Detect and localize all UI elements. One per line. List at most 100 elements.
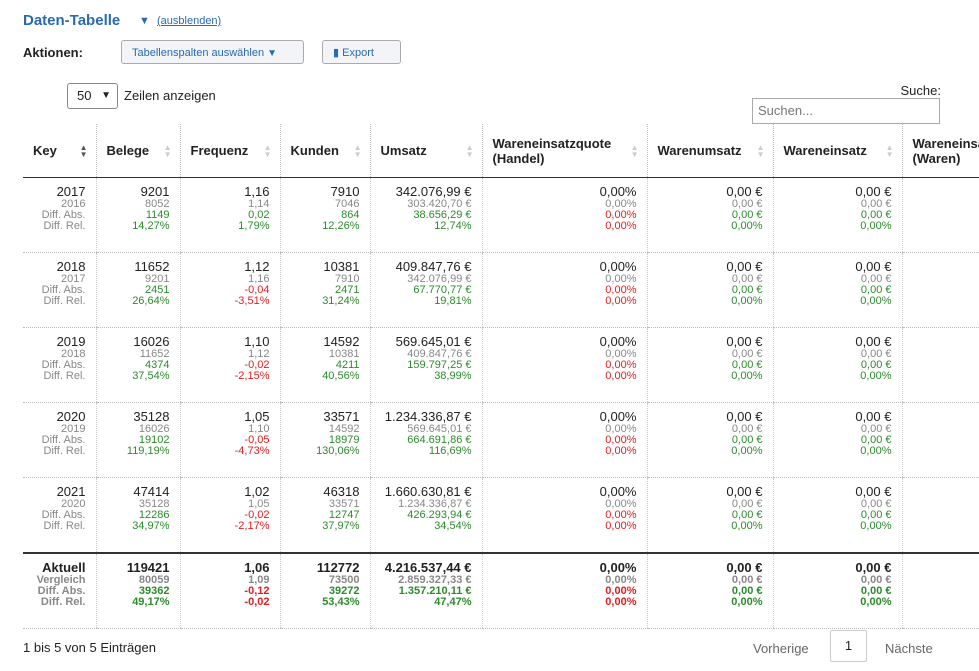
key-cell: 2019 2018 Diff. Abs. Diff. Rel.: [23, 327, 96, 403]
toggle-link[interactable]: (ausblenden): [157, 15, 222, 27]
column-header[interactable]: Belege ▲ ▼: [95, 124, 180, 178]
column-header[interactable]: Key ▲ ▼: [23, 124, 96, 178]
value-cell: 1,02 1,05 -0,02 -2,17%: [179, 477, 280, 554]
cell-line: 0,00%: [605, 370, 637, 382]
value-cell: 0,00 €0,00 €0,00 €0,00%: [646, 477, 773, 554]
key-cell: 2018 2017 Diff. Abs. Diff. Rel.: [23, 252, 96, 328]
cell-line: -3,51%: [234, 295, 270, 307]
toggle-icon[interactable]: ▼: [139, 15, 150, 27]
cell-line: -0,02: [244, 596, 270, 608]
cell-line: 0,00%: [605, 359, 637, 371]
column-header[interactable]: Wareneinsatzquote (Waren): [901, 124, 979, 178]
next-button[interactable]: Nächste: [885, 641, 933, 656]
cell-line: 426.293,94 €: [407, 509, 472, 521]
search-input[interactable]: Suchen...: [752, 98, 940, 124]
sort-icon: ▲ ▼: [163, 143, 172, 159]
value-cell: 342.076,99 €303.420,70 €38.656,29 €12,74…: [369, 177, 482, 253]
value-cell: 569.645,01 €409.847,76 €159.797,25 €38,9…: [369, 327, 482, 403]
column-header[interactable]: Frequenz ▲ ▼: [179, 124, 280, 178]
cell-line: 0,00 €: [860, 198, 892, 210]
cell-line: 2018: [56, 259, 86, 274]
column-header[interactable]: Kunden ▲ ▼: [279, 124, 370, 178]
table-row: 2018 2017 Diff. Abs. Diff. Rel. 11652 9201 245…: [23, 252, 979, 328]
cell-line: 53,43%: [322, 596, 360, 608]
cell-line: 2471: [335, 284, 360, 296]
cell-line: Aktuell: [42, 560, 86, 575]
value-cell: 1.660.630,81 €1.234.336,87 €426.293,94 €…: [369, 477, 482, 554]
cell-line: -0,12: [244, 585, 270, 597]
cell-line: 0,00%: [605, 509, 637, 521]
value-cell: 0,00% 0,00% 0,00% 0,00%: [481, 477, 647, 554]
cell-line: 342.076,99 €: [407, 273, 472, 285]
column-header[interactable]: Wareneinsatz ▲ ▼: [772, 124, 902, 178]
cell-line: 0,00 €: [731, 509, 763, 521]
value-cell: [901, 177, 979, 253]
cell-line: 116,69%: [428, 445, 472, 457]
column-header[interactable]: Wareneinsatzquote (Handel) ▲ ▼: [481, 124, 647, 178]
cell-line: 1.234.336,87 €: [384, 409, 472, 424]
cell-line: 0,00%: [731, 445, 763, 457]
cell-line: -0,02: [244, 359, 270, 371]
cell-line: 0,00%: [599, 409, 637, 424]
cell-line: 864: [341, 209, 360, 221]
column-header[interactable]: Warenumsatz ▲ ▼: [646, 124, 773, 178]
value-cell: 0,00 €0,00 €0,00 €0,00%: [772, 177, 902, 253]
value-cell: [901, 327, 979, 403]
cell-line: 33571: [328, 498, 360, 510]
cell-line: 11652: [139, 348, 170, 360]
export-button[interactable]: ▮ Export: [322, 40, 401, 64]
cell-line: -0,02: [244, 509, 270, 521]
cell-line: 0,00%: [605, 209, 637, 221]
cell-line: 119421: [126, 560, 170, 575]
cell-line: 0,00%: [599, 259, 637, 274]
cell-line: 0,00%: [605, 273, 637, 285]
length-select[interactable]: 50 ▼: [67, 83, 118, 109]
sort-icon: ▲ ▼: [465, 143, 474, 159]
cell-line: 34,97%: [132, 520, 170, 532]
cell-line: 1,79%: [238, 220, 270, 232]
value-cell: 1,12 1,16 -0,04 -3,51%: [179, 252, 280, 328]
value-cell: 0,00% 0,00% 0,00% 0,00%: [481, 252, 647, 328]
sort-icon: ▲ ▼: [353, 143, 362, 159]
cell-line: 0,00 €: [731, 498, 763, 510]
cell-line: Diff. Abs.: [41, 509, 86, 521]
cell-line: 0,00%: [605, 220, 637, 232]
cell-line: 19102: [138, 434, 170, 446]
cell-line: 0,00 €: [860, 585, 892, 597]
cell-line: 0,00%: [731, 220, 763, 232]
cell-line: 10381: [328, 348, 360, 360]
column-header[interactable]: Umsatz ▲ ▼: [369, 124, 482, 178]
previous-button[interactable]: Vorherige: [753, 641, 809, 656]
cell-line: 0,00 €: [731, 423, 763, 435]
cell-line: 4.216.537,44 €: [384, 560, 472, 575]
cell-line: 34,54%: [434, 520, 472, 532]
cell-line: -2,17%: [234, 520, 270, 532]
cell-line: 47,47%: [434, 596, 472, 608]
cell-line: 342.076,99 €: [395, 184, 472, 199]
cell-line: 0,00 €: [731, 585, 763, 597]
cell-line: 0,00 €: [860, 509, 892, 521]
cell-line: 0,02: [248, 209, 270, 221]
column-title: Belege: [106, 143, 150, 158]
value-cell: 0,00 €0,00 €0,00 €0,00%: [772, 327, 902, 403]
cell-line: Diff. Abs.: [41, 209, 86, 221]
column-title: Kunden: [290, 143, 339, 158]
cell-line: 0,00%: [860, 370, 892, 382]
length-value: 50: [77, 88, 92, 103]
cell-line: 119,19%: [126, 445, 170, 457]
cell-line: 0,00 €: [860, 434, 892, 446]
page-button[interactable]: 1: [830, 630, 867, 662]
columns-button[interactable]: Tabellenspalten auswählen ▼: [121, 40, 304, 64]
cell-line: 14,27%: [132, 220, 170, 232]
cell-line: 9201: [145, 273, 170, 285]
cell-line: 0,00%: [860, 445, 892, 457]
value-cell: 7910 7046 864 12,26%: [279, 177, 370, 253]
value-cell: 1,10 1,12 -0,02 -2,15%: [179, 327, 280, 403]
cell-line: 0,00%: [605, 295, 637, 307]
cell-line: 1,10: [248, 423, 270, 435]
sort-icon: ▲ ▼: [263, 143, 272, 159]
cell-line: 409.847,76 €: [407, 348, 472, 360]
cell-line: 49,17%: [132, 596, 170, 608]
table-row: Aktuell Vergleich Diff. Abs. Diff. Rel. 1194…: [23, 552, 979, 629]
